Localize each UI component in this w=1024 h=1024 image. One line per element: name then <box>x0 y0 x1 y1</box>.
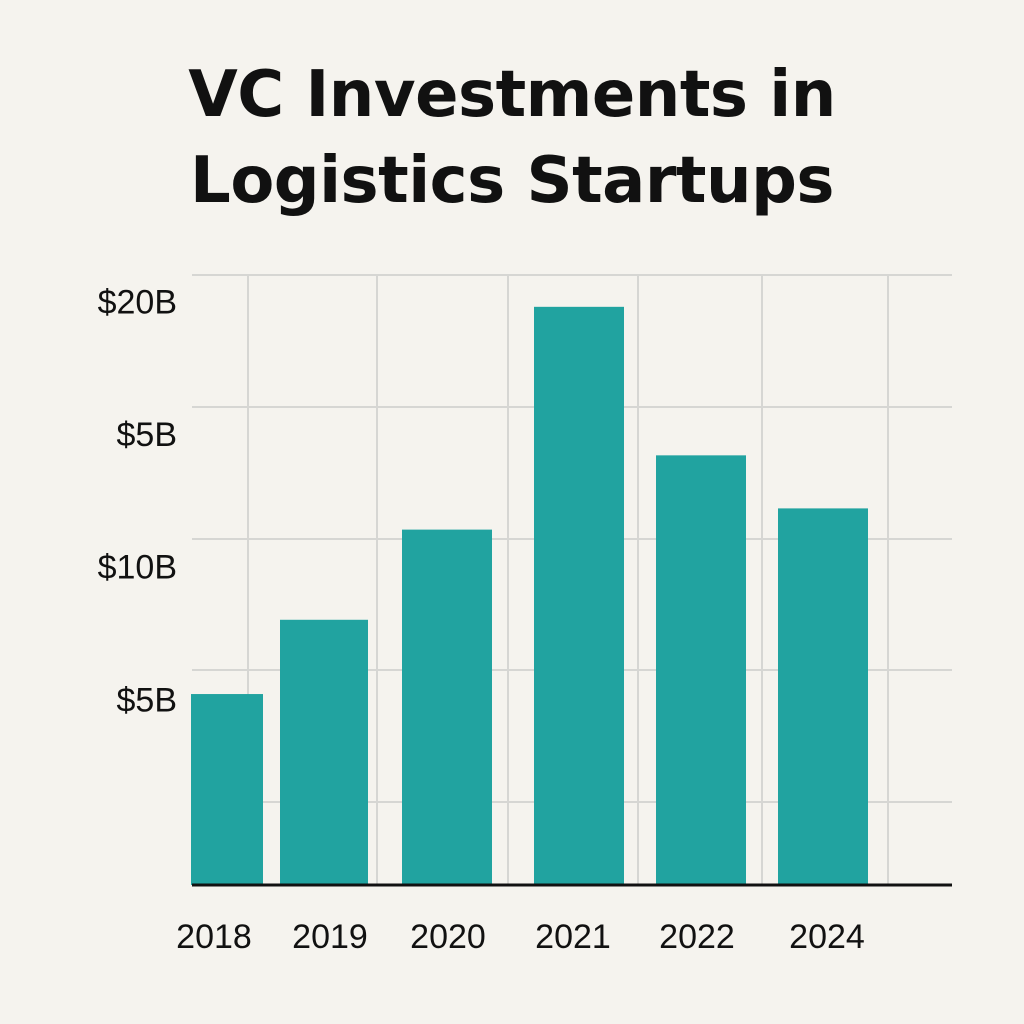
bar-2020 <box>402 529 492 885</box>
y-tick-label: $10B <box>98 549 177 587</box>
x-tick-label-2020: 2020 <box>410 918 486 956</box>
bar-2021 <box>534 306 624 886</box>
x-tick-label-2018: 2018 <box>176 918 252 956</box>
bar-2024 <box>778 508 868 885</box>
bar-2018 <box>191 694 263 885</box>
x-tick-label-2019: 2019 <box>292 918 368 956</box>
chart-title-line-1: VC Investments in <box>188 58 836 132</box>
chart-title: VC Investments in Logistics Startups <box>0 52 1024 224</box>
y-tick-label: $5B <box>117 681 178 719</box>
x-tick-label-2021: 2021 <box>535 918 611 956</box>
chart-bars <box>191 306 868 886</box>
bar-2022 <box>656 455 746 885</box>
x-tick-label-2022: 2022 <box>659 918 735 956</box>
y-axis-tick-labels: $20B $5B $10B $5B <box>98 284 177 720</box>
x-axis-tick-labels: 2018 2019 2020 2021 2022 2024 <box>176 918 865 956</box>
y-tick-label: $5B <box>117 416 178 454</box>
y-tick-label: $20B <box>98 284 177 322</box>
bar-2019 <box>280 619 368 885</box>
x-tick-label-2024: 2024 <box>789 918 865 956</box>
chart-title-line-2: Logistics Startups <box>190 144 834 218</box>
